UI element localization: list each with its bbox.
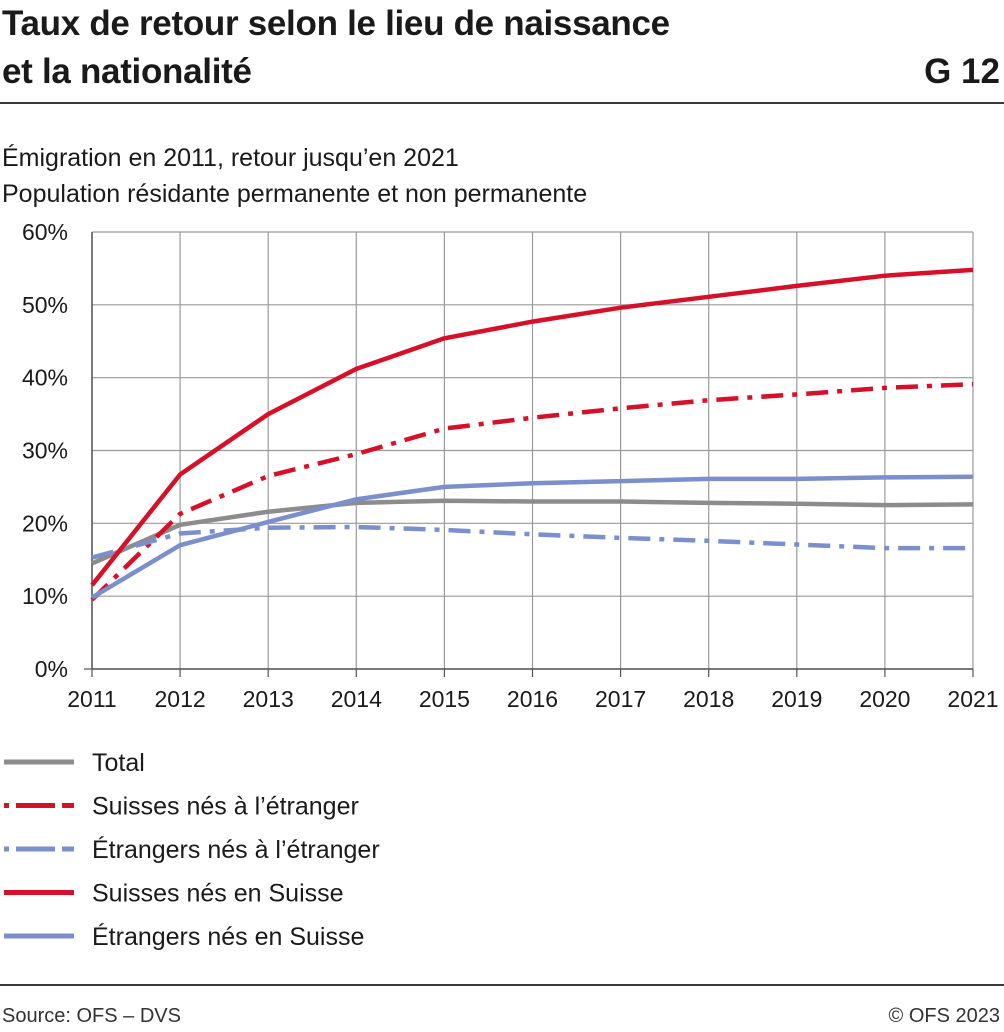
subtitle-line1: Émigration en 2011, retour jusqu’en 2021: [2, 144, 459, 172]
legend-label: Total: [92, 749, 145, 777]
copyright-note: © OFS 2023: [888, 1005, 1000, 1027]
legend-label: Suisses nés en Suisse: [92, 880, 344, 908]
series-line: [91, 498, 974, 566]
x-tick-label: 2018: [683, 686, 734, 712]
y-tick-label: 30%: [22, 438, 68, 464]
chart-title-line2: et la nationalité: [2, 52, 252, 91]
chart-title-line1: Taux de retour selon le lieu de naissanc…: [2, 4, 670, 43]
y-tick-label: 10%: [22, 583, 68, 609]
x-tick-label: 2013: [243, 686, 294, 712]
source-note: Source: OFS – DVS: [2, 1005, 181, 1027]
y-tick-label: 60%: [22, 220, 68, 245]
legend-label: Étrangers nés à l’étranger: [92, 835, 380, 864]
series-line: [90, 474, 974, 600]
x-tick-label: 2014: [331, 686, 382, 712]
figure-number: G 12: [924, 52, 1000, 91]
subtitle-line2: Population résidante permanente et non p…: [2, 180, 588, 208]
chart-subtitle: Émigration en 2011, retour jusqu’en 2021…: [2, 140, 587, 212]
x-tick-label: 2012: [155, 686, 206, 712]
legend-label: Suisses nés à l’étranger: [92, 793, 359, 821]
x-tick-label: 2016: [507, 686, 558, 712]
chart-title: Taux de retour selon le lieu de naissanc…: [2, 0, 902, 96]
x-tick-label: 2020: [859, 686, 910, 712]
footer-divider: [0, 984, 1004, 986]
x-tick-label: 2015: [419, 686, 470, 712]
y-tick-label: 0%: [35, 656, 68, 682]
x-tick-label: 2017: [595, 686, 646, 712]
x-tick-label: 2021: [947, 686, 998, 712]
legend-label: Étrangers nés en Suisse: [92, 922, 364, 951]
x-tick-label: 2019: [771, 686, 822, 712]
y-tick-label: 20%: [22, 510, 68, 536]
x-tick-label: 2011: [67, 686, 116, 712]
header-divider: [0, 102, 1004, 104]
y-tick-label: 50%: [22, 292, 68, 318]
series-line: [90, 267, 974, 587]
line-chart: 0% 10% 20% 30% 40% 50% 60% 2011 2012 2013 2014 2015…: [4, 220, 999, 951]
y-tick-label: 40%: [22, 365, 68, 391]
series-line: [90, 381, 974, 602]
